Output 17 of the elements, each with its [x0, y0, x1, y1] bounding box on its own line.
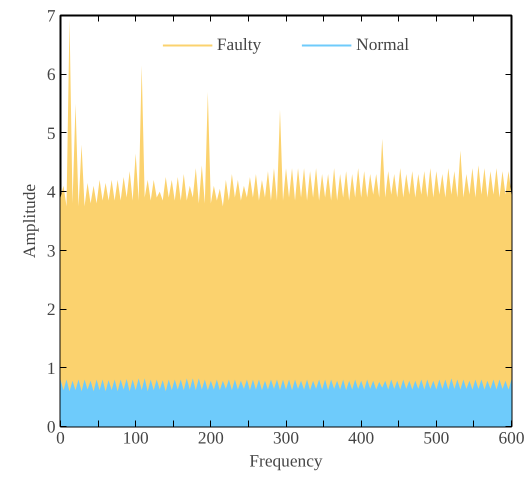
y-axis-title: Amplitude	[20, 184, 39, 258]
legend-label: Normal	[356, 35, 410, 55]
x-tick-label: 600	[498, 428, 525, 448]
legend-label: Faulty	[216, 35, 262, 55]
y-tick-label: 2	[46, 300, 56, 320]
x-tick-label: 300	[273, 428, 300, 448]
y-tick-label: 4	[46, 182, 56, 202]
y-tick-label: 5	[46, 124, 56, 143]
y-tick-label: 3	[46, 241, 56, 260]
x-tick-label: 100	[122, 428, 149, 448]
x-tick-label: 200	[198, 428, 224, 448]
x-tick-label: 500	[423, 428, 450, 448]
y-tick-label: 7	[46, 6, 56, 26]
x-tick-label: 400	[348, 428, 374, 448]
y-tick-label: 6	[46, 65, 56, 84]
x-axis-title: Frequency	[249, 452, 323, 470]
y-tick-label: 1	[46, 358, 56, 378]
